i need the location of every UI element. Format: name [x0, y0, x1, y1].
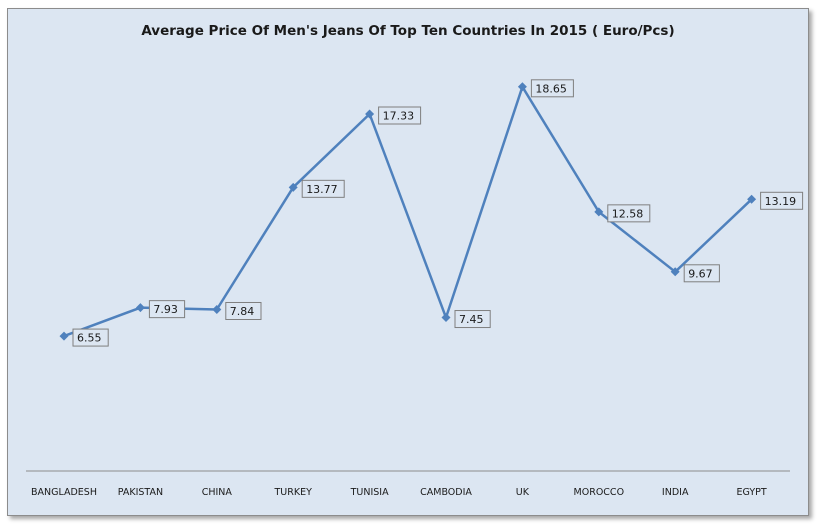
- chart-title: Average Price Of Men's Jeans Of Top Ten …: [141, 23, 675, 39]
- data-point-marker: [441, 313, 451, 323]
- x-tick-label: CAMBODIA: [420, 487, 472, 498]
- x-tick-label: PAKISTAN: [118, 487, 163, 498]
- data-label: 7.93: [148, 300, 186, 319]
- data-label-text: 17.33: [383, 110, 415, 123]
- data-label-box: [530, 79, 574, 98]
- data-label-text: 7.93: [153, 303, 178, 316]
- data-point-marker: [594, 207, 604, 217]
- chart-plot: BANGLADESH PAKISTAN CHINA TURKEY TUNISIA CAMB…: [26, 79, 804, 498]
- data-label-text: 6.55: [77, 332, 102, 345]
- data-point-marker: [747, 194, 757, 204]
- data-label-text: 9.67: [688, 267, 713, 280]
- data-label-box: [72, 328, 109, 347]
- x-tick-label: UK: [516, 487, 530, 498]
- data-point-marker: [212, 304, 222, 314]
- data-label: 6.55: [72, 328, 109, 347]
- x-tick-labels: BANGLADESH PAKISTAN CHINA TURKEY TUNISIA CAMB…: [31, 487, 767, 498]
- data-label-box: [683, 264, 720, 283]
- data-point-marker: [365, 109, 375, 119]
- data-label: 7.84: [225, 301, 262, 320]
- x-tick-label: INDIA: [662, 487, 689, 498]
- data-label: 17.33: [378, 106, 422, 125]
- x-tick-label: CHINA: [202, 487, 233, 498]
- x-tick-label: TURKEY: [273, 487, 312, 498]
- data-label-text: 7.45: [459, 313, 484, 326]
- data-label-text: 13.77: [306, 183, 338, 196]
- markers: [59, 82, 757, 341]
- x-tick-label: MOROCCO: [574, 487, 625, 498]
- data-label-box: [301, 179, 345, 198]
- data-point-marker: [517, 82, 527, 92]
- data-label: 9.67: [683, 264, 720, 283]
- x-tick-label: BANGLADESH: [31, 487, 97, 498]
- data-label: 13.77: [301, 179, 345, 198]
- data-label-box: [607, 204, 651, 223]
- data-label-box: [225, 301, 262, 320]
- data-label: 7.45: [454, 310, 491, 329]
- chart-frame: Average Price Of Men's Jeans Of Top Ten …: [7, 8, 809, 516]
- x-tick-label: TUNISIA: [350, 487, 389, 498]
- data-label-text: 7.84: [230, 305, 255, 318]
- data-label-box: [454, 310, 491, 329]
- data-label-text: 18.65: [535, 82, 567, 95]
- data-label-box: [378, 106, 422, 125]
- data-point-marker: [59, 331, 69, 341]
- data-point-marker: [288, 182, 298, 192]
- data-label-box: [148, 300, 186, 319]
- data-label: 18.65: [530, 79, 574, 98]
- data-point-marker: [135, 303, 145, 313]
- x-tick-label: EGYPT: [736, 487, 766, 498]
- data-labels: 6.55 7.93 7.84 13.77 17.33 7.45 18.65 12.58 9.67…: [72, 79, 804, 347]
- data-label-text: 12.58: [612, 207, 644, 220]
- data-label-box: [760, 191, 804, 210]
- data-point-marker: [670, 267, 680, 277]
- data-label: 12.58: [607, 204, 651, 223]
- data-label-text: 13.19: [765, 195, 797, 208]
- data-label: 13.19: [760, 191, 804, 210]
